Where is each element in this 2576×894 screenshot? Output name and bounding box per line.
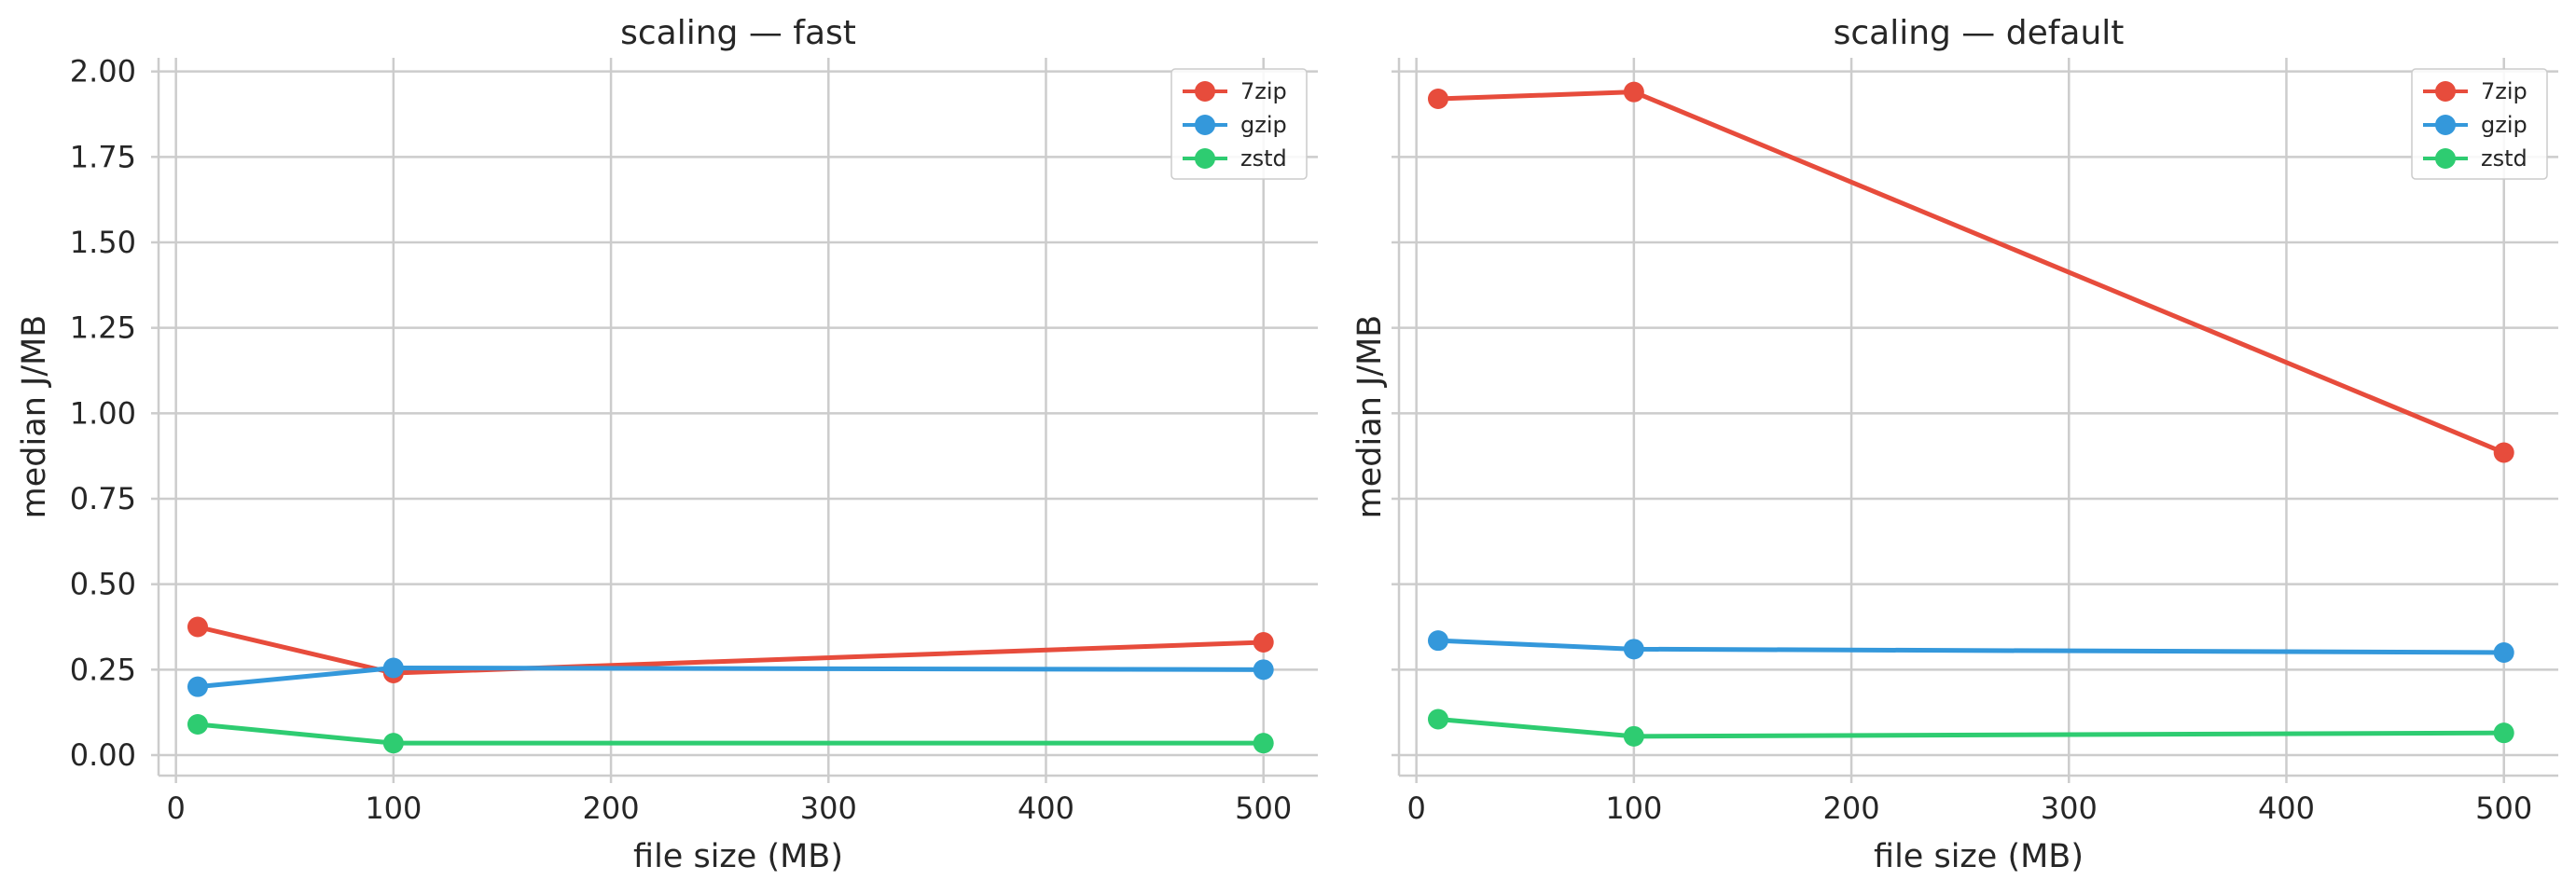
point-gzip [2493,642,2514,663]
y-tick-label: 1.25 [70,310,136,346]
x-tick-label: 200 [583,791,640,826]
legend-label-7zip: 7zip [1240,78,1287,104]
legend-label-zstd: zstd [2481,145,2528,172]
point-7zip [1623,81,1644,103]
spines-fast [157,58,1318,777]
legend-default: 7zip gzip zstd [2411,68,2548,180]
point-7zip [2493,442,2514,463]
point-zstd [187,714,208,735]
series-default [1427,81,2514,747]
x-tick-label: 500 [2475,791,2532,826]
point-gzip [382,657,404,679]
legend-marker-zstd [2435,148,2456,169]
x-tick-label: 300 [2041,791,2098,826]
point-gzip [1623,639,1644,660]
y-tick-label: 0.00 [70,737,136,773]
y-tick-label: 0.25 [70,652,136,687]
series-fast [187,616,1274,754]
legend-label-zstd: zstd [1240,145,1287,172]
x-tick-label: 200 [1823,791,1880,826]
series-zstd [1427,708,2514,747]
y-tick-label: 1.75 [70,139,136,174]
x-tick-label: 100 [365,791,422,826]
y-axis-label-fast: median J/MB [16,315,53,519]
point-7zip [1427,89,1448,109]
legend-marker-7zip [1195,81,1215,102]
spines-default [1397,58,2558,777]
legend-marker-7zip [2435,81,2456,102]
series-gzip [187,657,1274,697]
y-tick-label: 1.00 [70,395,136,431]
legend-entry-gzip: gzip [2423,112,2528,138]
subplot-fast: 0 100 200 300 400 500 0.00 0.25 0.50 0.75 1.00 1.2… [16,14,1318,875]
x-tick-label: 300 [800,791,857,826]
x-ticks-fast: 0 100 200 300 400 500 [166,776,1292,826]
y-tick-label: 2.00 [70,54,136,89]
y-tick-label: 0.75 [70,481,136,516]
series-gzip [1427,630,2514,663]
point-gzip [187,676,208,697]
legend-marker-zstd [1195,148,1215,169]
x-tick-label: 0 [1406,791,1425,826]
chart-title-default: scaling — default [1834,14,2125,52]
point-zstd [1427,708,1448,730]
x-axis-label-fast: file size (MB) [633,838,843,875]
y-ticks-fast: 0.00 0.25 0.50 0.75 1.00 1.25 1.50 1.75 2.00 [70,54,159,773]
point-7zip [1253,632,1274,653]
x-tick-label: 100 [1605,791,1662,826]
legend-label-gzip: gzip [2481,112,2528,138]
legend-entry-7zip: 7zip [2423,78,2528,104]
y-tick-label: 0.50 [70,567,136,602]
point-zstd [382,733,404,754]
point-zstd [2493,722,2514,744]
legend-entry-zstd: zstd [2423,145,2528,172]
y-ticks-default [1392,70,1399,757]
y-tick-label: 1.50 [70,225,136,260]
legend-entry-zstd: zstd [1183,145,1287,172]
legend-label-7zip: 7zip [2481,78,2528,104]
x-tick-label: 400 [2258,791,2315,826]
point-zstd [1623,725,1644,747]
subplot-default: 0 100 200 300 400 500 scaling — default file … [1351,14,2558,875]
legend-marker-gzip [2435,115,2456,135]
x-tick-label: 0 [166,791,185,826]
x-axis-label-default: file size (MB) [1874,838,2084,875]
legend-marker-gzip [1195,115,1215,135]
x-tick-label: 400 [1018,791,1074,826]
x-tick-label: 500 [1235,791,1292,826]
point-7zip [187,616,208,638]
point-gzip [1253,659,1274,681]
y-axis-label-default: median J/MB [1351,315,1389,519]
point-zstd [1253,733,1274,754]
legend-fast: 7zip gzip zstd [1170,68,1308,180]
chart-title-fast: scaling — fast [620,14,856,52]
series-7zip [1427,81,2514,463]
series-zstd [187,714,1274,754]
legend-entry-gzip: gzip [1183,112,1287,138]
x-ticks-default: 0 100 200 300 400 500 [1406,776,2532,826]
legend-entry-7zip: 7zip [1183,78,1287,104]
legend-label-gzip: gzip [1240,112,1287,138]
point-gzip [1427,630,1448,652]
